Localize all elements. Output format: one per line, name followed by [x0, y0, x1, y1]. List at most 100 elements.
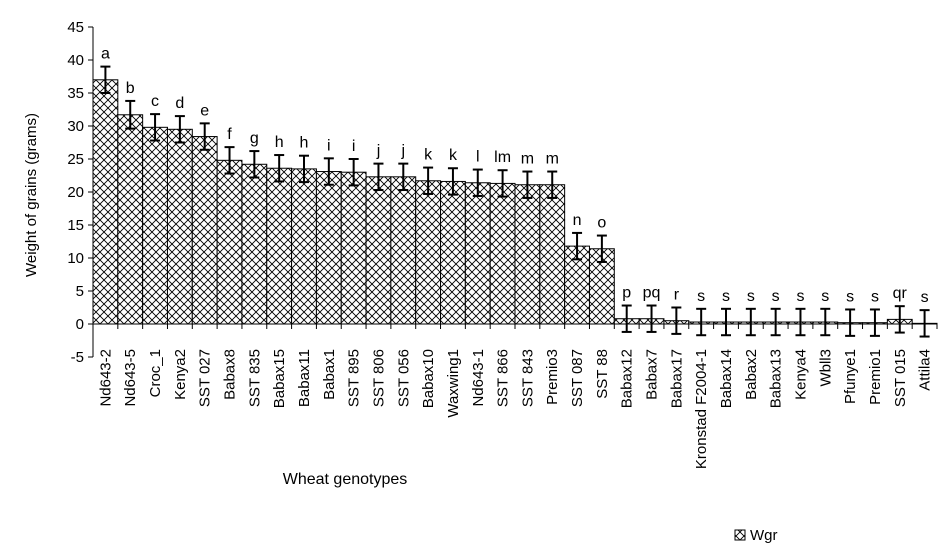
error-bar — [721, 307, 731, 337]
x-tick-label: SST 835 — [246, 349, 263, 407]
significance-letters-group: abc d ef g h h i i j j k k l lm m mn op pq r s s s s s s s s qr s — [101, 46, 929, 307]
error-bar — [100, 65, 111, 94]
significance-letter: b — [126, 80, 135, 97]
x-tick-label: Babax11 — [296, 349, 313, 407]
significance-letter: s — [821, 288, 829, 305]
x-tick-label: Babax2 — [743, 349, 760, 400]
y-tick-label: 20 — [67, 184, 84, 201]
x-tick-label: SST 806 — [370, 349, 387, 407]
error-bars-group — [100, 65, 930, 338]
bar — [464, 182, 491, 325]
error-bar — [596, 234, 607, 263]
x-tick-label: Babax8 — [222, 349, 239, 400]
bar — [266, 167, 293, 325]
bars-group — [92, 79, 938, 325]
significance-letter: g — [250, 130, 259, 147]
x-tick-label: Premio1 — [867, 349, 884, 405]
x-axis-title: Wheat genotypes — [283, 471, 408, 488]
x-tick-label: SST 866 — [495, 349, 512, 407]
x-tick-label: Wbll3 — [817, 349, 834, 387]
error-bar — [894, 305, 905, 334]
significance-letter: s — [846, 288, 854, 305]
bar — [489, 182, 516, 325]
significance-letter: c — [151, 93, 159, 110]
bar — [415, 180, 442, 325]
bar — [216, 159, 243, 325]
error-bar — [646, 304, 657, 333]
significance-letter: lm — [494, 149, 511, 166]
y-tick-label: 30 — [67, 118, 84, 135]
significance-letter: s — [772, 288, 780, 305]
y-axis-title: Weight of grains (grams) — [23, 113, 40, 277]
significance-letter: i — [327, 137, 331, 154]
bar — [142, 126, 168, 325]
bar — [191, 136, 218, 325]
significance-letter: r — [674, 287, 680, 304]
bar — [440, 180, 466, 325]
error-bar — [745, 307, 756, 337]
y-tick-label: -5 — [71, 349, 84, 366]
significance-letter: i — [352, 138, 356, 155]
error-bar — [795, 307, 806, 337]
error-bar — [522, 170, 533, 199]
y-tick-label: 40 — [67, 52, 84, 69]
significance-letter: o — [597, 215, 606, 232]
bar — [166, 128, 193, 325]
significance-letter: s — [921, 289, 929, 306]
error-bar — [150, 113, 161, 142]
significance-letter: m — [546, 151, 559, 168]
error-bar — [125, 99, 136, 130]
x-tick-label: SST 015 — [892, 349, 909, 407]
significance-letter: l — [476, 149, 480, 166]
bar — [390, 176, 417, 325]
bar — [315, 171, 342, 325]
error-bar — [572, 231, 583, 261]
bar — [340, 171, 367, 325]
error-bar — [199, 122, 210, 151]
error-bar — [497, 169, 508, 198]
significance-letter: d — [175, 95, 184, 112]
error-bar — [447, 167, 458, 196]
significance-letter: p — [622, 285, 631, 302]
significance-letter: m — [521, 151, 534, 168]
x-axis: Nd643-2 Nd643-5 Croc_1 Kenya2 SST 027 Babax8 S… — [92, 323, 938, 469]
x-tick-label: Babax12 — [619, 349, 636, 408]
error-bar — [274, 154, 285, 183]
error-bar — [348, 158, 359, 187]
error-bar — [174, 115, 185, 144]
error-bar — [770, 307, 781, 337]
x-tick-label: Kenya2 — [172, 349, 189, 400]
x-tick-label: SST 027 — [197, 349, 214, 407]
error-bar — [249, 150, 260, 179]
bar — [92, 79, 119, 325]
x-tick-label: SST 895 — [346, 349, 363, 407]
x-tick-label: Babax14 — [718, 349, 735, 408]
significance-letter: j — [376, 143, 381, 160]
y-tick-label: 45 — [67, 19, 84, 36]
bar — [539, 184, 566, 325]
error-bar — [820, 307, 831, 337]
x-tick-label: Babax13 — [768, 349, 785, 408]
significance-letter: f — [227, 126, 232, 143]
error-bar — [547, 170, 558, 199]
legend: Wgr — [734, 527, 778, 544]
x-tick-label: Nd643-1 — [470, 349, 487, 407]
x-tick-label: SST 88 — [594, 349, 611, 399]
x-tick-label: Premio3 — [544, 349, 561, 405]
significance-letter: s — [871, 288, 879, 305]
x-tick-label: SST 087 — [569, 349, 586, 407]
x-tick-label: Attila4 — [917, 349, 934, 391]
error-bar — [671, 306, 682, 335]
significance-letter: k — [424, 147, 433, 164]
error-bar — [398, 162, 409, 192]
y-tick-label: 15 — [67, 217, 84, 234]
y-tick-label: 5 — [76, 283, 84, 300]
error-bar — [373, 162, 384, 192]
x-tick-label: Nd643-5 — [122, 349, 139, 407]
x-tick-label: Babax10 — [420, 349, 437, 408]
error-bar — [224, 146, 235, 175]
x-tick-label: Croc_1 — [147, 349, 164, 397]
y-axis: -5 0 5 10 15 20 25 30 35 40 45 — [67, 19, 94, 366]
significance-letter: s — [697, 288, 705, 305]
x-tick-label: Kronstad F2004-1 — [693, 349, 710, 469]
